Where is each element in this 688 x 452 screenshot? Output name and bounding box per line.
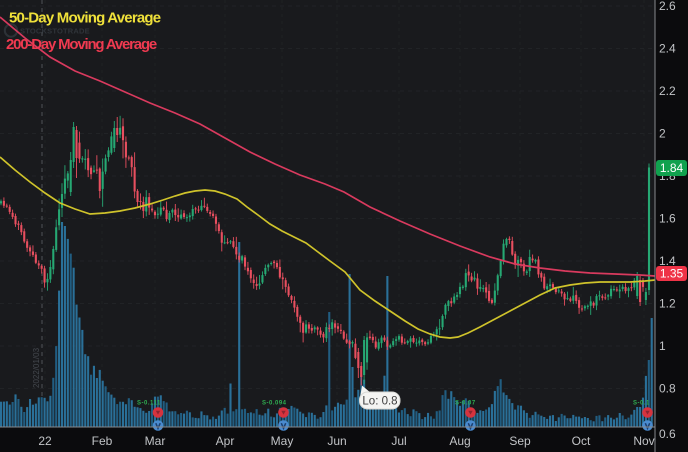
svg-text:S-0.1: S-0.1 [633, 401, 650, 407]
svg-text:50-Day Moving Average: 50-Day Moving Average [9, 10, 161, 27]
svg-text:STOCKSTOTRADE: STOCKSTOTRADE [20, 27, 90, 36]
svg-text:1.4: 1.4 [659, 254, 676, 268]
svg-text:2022/01/03: 2022/01/03 [32, 347, 41, 388]
svg-text:2.6: 2.6 [659, 0, 676, 13]
svg-text:0.6: 0.6 [659, 427, 676, 441]
svg-text:1: 1 [659, 339, 666, 353]
svg-text:Jul: Jul [391, 434, 406, 448]
svg-text:1.84: 1.84 [660, 161, 684, 175]
svg-text:0.8: 0.8 [659, 382, 676, 396]
svg-text:Lo: 0.8: Lo: 0.8 [362, 396, 397, 408]
svg-text:1.35: 1.35 [660, 267, 684, 281]
svg-text:1.2: 1.2 [659, 297, 676, 311]
svg-text:Jun: Jun [327, 434, 346, 448]
svg-text:Mar: Mar [145, 434, 166, 448]
svg-text:S-0.07: S-0.07 [455, 401, 476, 407]
svg-text:Apr: Apr [216, 434, 235, 448]
svg-text:2: 2 [659, 127, 666, 141]
svg-text:May: May [271, 434, 294, 448]
svg-text:2.4: 2.4 [659, 42, 676, 56]
svg-text:Sep: Sep [509, 434, 531, 448]
svg-text:1.6: 1.6 [659, 212, 676, 226]
svg-text:2.2: 2.2 [659, 84, 676, 98]
svg-text:22: 22 [38, 434, 52, 448]
svg-text:Nov: Nov [633, 434, 654, 448]
svg-text:200-Day Moving Average: 200-Day Moving Average [6, 36, 157, 53]
svg-text:Feb: Feb [92, 434, 113, 448]
svg-text:Oct: Oct [572, 434, 591, 448]
svg-text:S-0.094: S-0.094 [262, 401, 287, 407]
svg-text:S-0.111: S-0.111 [137, 401, 161, 407]
svg-text:Aug: Aug [449, 434, 470, 448]
